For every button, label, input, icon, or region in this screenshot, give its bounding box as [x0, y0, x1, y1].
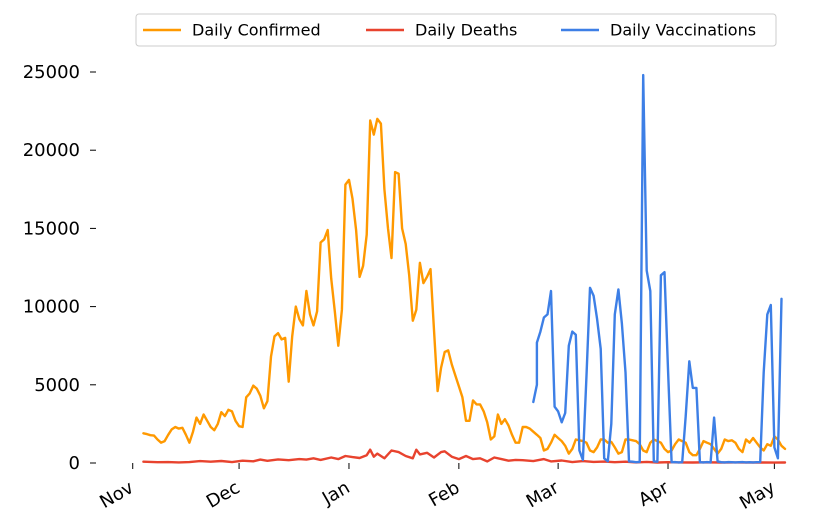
y-tick-label: 0	[69, 453, 80, 474]
x-tick-label: May	[736, 477, 779, 514]
x-tick-label: Dec	[203, 477, 244, 513]
y-tick-label: 15000	[23, 218, 80, 239]
x-tick-label: Mar	[523, 477, 563, 512]
legend-label: Daily Vaccinations	[610, 21, 756, 40]
legend-label: Daily Deaths	[415, 21, 517, 40]
series-line-daily-vaccinations	[532, 73, 783, 464]
y-tick-label: 25000	[23, 62, 80, 83]
series-lines	[142, 73, 787, 464]
y-tick-label: 10000	[23, 297, 80, 318]
x-tick-label: Jan	[318, 477, 353, 510]
legend: Daily Confirmed Daily Deaths Daily Vaccina…	[135, 13, 777, 47]
y-tick-label: 5000	[34, 375, 80, 396]
y-tick-label: 20000	[23, 140, 80, 161]
legend-box	[135, 13, 777, 47]
legend-label: Daily Confirmed	[192, 21, 321, 40]
x-tick-label: Apr	[635, 477, 673, 511]
series-line-daily-confirmed	[142, 117, 787, 457]
x-tick-label: Feb	[425, 477, 463, 511]
x-tick-label: Nov	[96, 477, 137, 513]
